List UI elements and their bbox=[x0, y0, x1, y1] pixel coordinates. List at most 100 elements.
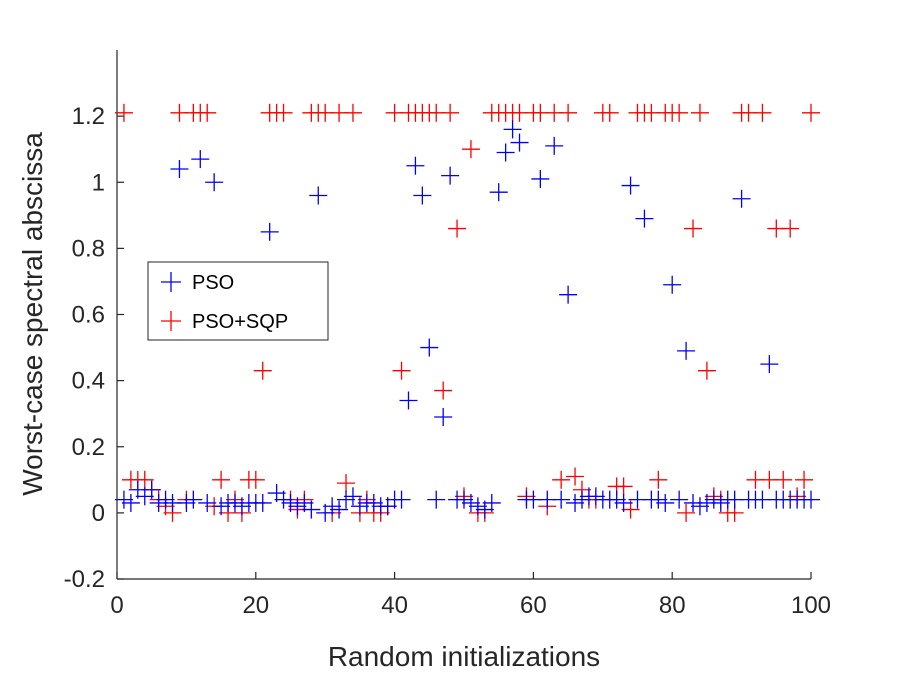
point-pso-sqp bbox=[649, 470, 668, 489]
point-pso bbox=[302, 500, 321, 519]
point-pso-sqp bbox=[198, 103, 217, 122]
point-pso bbox=[482, 493, 501, 512]
y-tick-label: 1 bbox=[92, 169, 105, 196]
point-pso-sqp bbox=[114, 103, 133, 122]
point-pso-sqp bbox=[253, 361, 272, 380]
point-pso-sqp bbox=[274, 103, 293, 122]
point-pso bbox=[323, 497, 342, 516]
x-tick-label: 80 bbox=[659, 592, 686, 619]
point-pso bbox=[711, 493, 730, 512]
point-pso bbox=[656, 493, 675, 512]
point-pso-sqp bbox=[697, 361, 716, 380]
legend-marker-pso-sqp bbox=[161, 311, 181, 331]
point-pso bbox=[489, 183, 508, 202]
point-pso-sqp bbox=[337, 474, 356, 493]
point-pso bbox=[427, 490, 446, 509]
legend-label-pso-sqp: PSO+SQP bbox=[192, 311, 288, 333]
point-pso bbox=[232, 497, 251, 516]
point-pso bbox=[343, 487, 362, 506]
point-pso-sqp bbox=[343, 103, 362, 122]
point-pso bbox=[559, 285, 578, 304]
y-tick-label: 0.8 bbox=[72, 235, 105, 262]
point-pso-sqp bbox=[135, 470, 154, 489]
point-pso bbox=[260, 222, 279, 241]
point-pso-sqp bbox=[684, 219, 703, 238]
point-pso bbox=[177, 493, 196, 512]
point-pso bbox=[434, 407, 453, 426]
data-points-layer bbox=[114, 103, 820, 522]
y-axis-ticks: -0.2 0 0.2 0.4 0.6 0.8 1 1.2 bbox=[64, 103, 124, 593]
point-pso bbox=[399, 391, 418, 410]
point-pso bbox=[552, 490, 571, 509]
point-pso-sqp bbox=[246, 470, 265, 489]
point-pso-sqp bbox=[774, 470, 793, 489]
point-pso bbox=[253, 493, 272, 512]
point-pso-sqp bbox=[461, 140, 480, 159]
point-pso bbox=[468, 497, 487, 516]
y-tick-label: 0.4 bbox=[72, 368, 105, 395]
point-pso bbox=[503, 120, 522, 139]
point-pso bbox=[205, 173, 224, 192]
x-axis-title: Random initializations bbox=[328, 641, 600, 672]
point-pso-sqp bbox=[566, 467, 585, 486]
point-pso bbox=[309, 186, 328, 205]
point-pso-sqp bbox=[690, 103, 709, 122]
x-tick-label: 60 bbox=[520, 592, 547, 619]
point-pso bbox=[607, 490, 626, 509]
point-pso-sqp bbox=[448, 219, 467, 238]
point-pso bbox=[510, 133, 529, 152]
point-pso bbox=[142, 480, 161, 499]
point-pso bbox=[337, 490, 356, 509]
legend-label-pso: PSO bbox=[192, 272, 234, 294]
point-pso bbox=[566, 493, 585, 512]
point-pso bbox=[455, 490, 473, 509]
point-pso bbox=[461, 493, 480, 512]
point-pso bbox=[274, 490, 293, 509]
point-pso-sqp bbox=[677, 503, 696, 522]
point-pso bbox=[614, 493, 633, 512]
point-pso-sqp bbox=[600, 103, 619, 122]
point-pso bbox=[114, 490, 133, 509]
point-pso bbox=[802, 490, 820, 509]
point-pso bbox=[649, 490, 668, 509]
y-tick-label: 0.2 bbox=[72, 434, 105, 461]
point-pso bbox=[350, 497, 369, 516]
point-pso bbox=[413, 186, 432, 205]
point-pso bbox=[670, 490, 689, 509]
point-pso-sqp bbox=[559, 103, 578, 122]
point-pso-sqp bbox=[614, 477, 633, 496]
point-pso-sqp bbox=[392, 361, 411, 380]
y-tick-label: 0.6 bbox=[72, 302, 105, 329]
legend: PSO PSO+SQP bbox=[147, 261, 329, 341]
x-tick-label: 0 bbox=[110, 592, 123, 619]
point-pso bbox=[288, 497, 307, 516]
point-pso bbox=[496, 143, 515, 162]
point-pso-sqp bbox=[441, 103, 460, 122]
point-pso bbox=[156, 490, 175, 509]
point-pso bbox=[184, 490, 203, 509]
point-pso bbox=[441, 166, 460, 185]
point-pso-sqp bbox=[552, 470, 571, 489]
point-pso bbox=[198, 493, 217, 512]
point-pso bbox=[121, 493, 140, 512]
point-pso bbox=[621, 176, 640, 195]
x-tick-label: 100 bbox=[791, 592, 831, 619]
y-axis-title: Worst-case spectral abscissa bbox=[17, 132, 48, 496]
point-pso bbox=[531, 169, 550, 188]
point-pso-sqp bbox=[753, 103, 772, 122]
point-pso bbox=[191, 150, 210, 169]
point-pso-sqp bbox=[781, 219, 800, 238]
point-pso bbox=[690, 497, 709, 516]
point-pso bbox=[586, 487, 605, 506]
point-pso bbox=[392, 490, 411, 509]
point-pso bbox=[760, 355, 779, 374]
point-pso bbox=[572, 490, 591, 509]
point-pso bbox=[406, 156, 425, 175]
x-axis-ticks: 0 20 40 60 80 100 bbox=[110, 572, 831, 619]
y-tick-label: 1.2 bbox=[72, 103, 105, 130]
point-pso bbox=[212, 497, 231, 516]
point-pso bbox=[635, 209, 654, 228]
point-pso bbox=[420, 338, 439, 357]
point-pso bbox=[677, 341, 696, 360]
